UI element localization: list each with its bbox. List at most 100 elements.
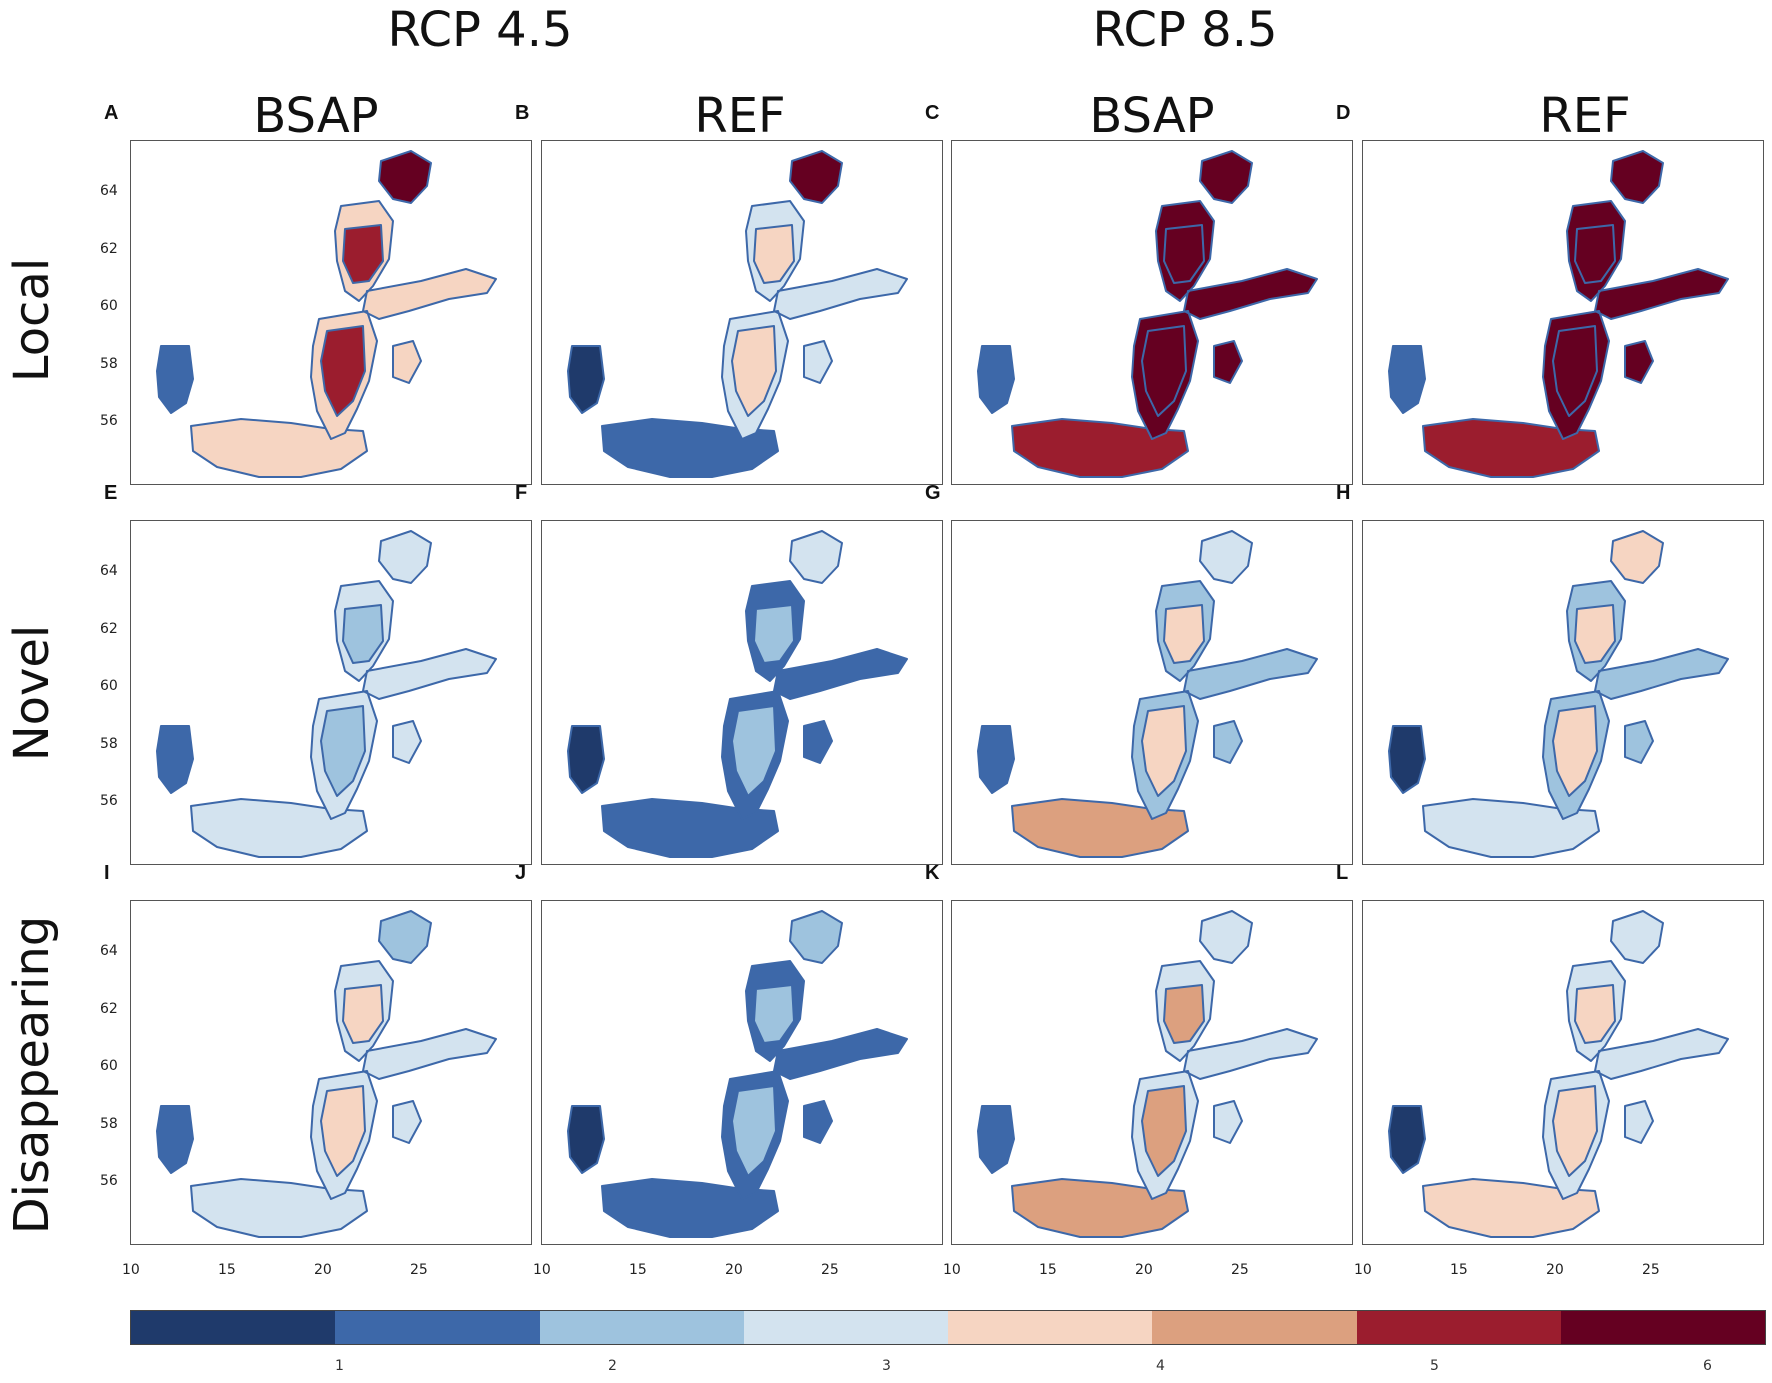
map-region-island xyxy=(392,340,422,384)
x-tick-label: 20 xyxy=(1135,1262,1153,1278)
baltic-sea-map xyxy=(567,530,908,858)
map-region-sea xyxy=(1141,224,1205,417)
map-region-kattegat xyxy=(156,725,194,794)
panel-letter-j: J xyxy=(515,862,527,884)
map-region-north xyxy=(1199,910,1253,964)
row-label-disappearing: Disappearing xyxy=(4,915,60,1235)
map-region-south xyxy=(1422,1178,1600,1238)
y-tick-label: 60 xyxy=(100,678,118,694)
x-tick-label: 15 xyxy=(1039,1262,1057,1278)
scenario-title-rcp45: RCP 4.5 xyxy=(387,2,573,58)
map-region-south xyxy=(1422,418,1600,478)
baltic-sea-map xyxy=(1388,530,1729,858)
map-panel-k xyxy=(951,900,1353,1245)
map-region-kattegat xyxy=(567,1105,605,1174)
map-panel-d xyxy=(1362,140,1764,485)
map-region-island xyxy=(1624,720,1654,764)
colorbar-swatch xyxy=(539,1311,744,1344)
map-region-north xyxy=(378,910,432,964)
colorbar-tick-label: 3 xyxy=(882,1358,891,1374)
map-region-south xyxy=(1011,798,1189,858)
row-label-novel: Novel xyxy=(4,624,60,762)
map-region-sea xyxy=(1552,604,1616,797)
map-panel-f xyxy=(541,520,943,865)
map-region-south xyxy=(601,418,779,478)
map-region-island xyxy=(1213,720,1243,764)
map-region-island xyxy=(803,1100,833,1144)
map-region-north xyxy=(1199,150,1253,204)
panel-letter-l: L xyxy=(1336,862,1349,884)
map-region-island xyxy=(1213,1100,1243,1144)
column-title-ref-85: REF xyxy=(1539,88,1631,144)
map-region-kattegat xyxy=(156,345,194,414)
map-region-island xyxy=(1624,340,1654,384)
y-tick-label: 60 xyxy=(100,1058,118,1074)
map-region-kattegat xyxy=(1388,345,1426,414)
map-panel-j xyxy=(541,900,943,1245)
colorbar-tick-label: 6 xyxy=(1703,1358,1712,1374)
map-panel-a xyxy=(130,140,532,485)
x-tick-label: 20 xyxy=(1546,1262,1564,1278)
x-tick-label: 10 xyxy=(943,1262,961,1278)
panel-letter-e: E xyxy=(104,482,118,504)
map-region-sea xyxy=(320,604,384,797)
baltic-sea-map xyxy=(977,910,1318,1238)
map-region-island xyxy=(803,720,833,764)
colorbar-swatch xyxy=(335,1311,540,1344)
map-region-island xyxy=(1624,1100,1654,1144)
map-region-sea xyxy=(731,984,795,1177)
map-region-north xyxy=(789,530,843,584)
x-tick-label: 15 xyxy=(1450,1262,1468,1278)
column-title-ref-45: REF xyxy=(694,88,786,144)
x-tick-label: 20 xyxy=(725,1262,743,1278)
y-tick-label: 60 xyxy=(100,298,118,314)
y-tick-label: 58 xyxy=(100,736,118,752)
panel-letter-d: D xyxy=(1336,102,1351,124)
y-tick-label: 62 xyxy=(100,241,118,257)
baltic-sea-map xyxy=(567,150,908,478)
baltic-sea-map xyxy=(977,530,1318,858)
map-region-kattegat xyxy=(977,725,1015,794)
y-tick-label: 62 xyxy=(100,1001,118,1017)
map-panel-b xyxy=(541,140,943,485)
colorbar-swatch xyxy=(1152,1311,1357,1344)
map-panel-c xyxy=(951,140,1353,485)
map-region-south xyxy=(1011,418,1189,478)
colorbar-swatch xyxy=(131,1311,336,1344)
baltic-sea-map xyxy=(567,910,908,1238)
y-tick-label: 64 xyxy=(100,183,118,199)
map-panel-e xyxy=(130,520,532,865)
map-panel-l xyxy=(1362,900,1764,1245)
panel-letter-a: A xyxy=(104,102,119,124)
map-region-south xyxy=(601,798,779,858)
map-region-kattegat xyxy=(567,725,605,794)
panel-letter-b: B xyxy=(515,102,530,124)
y-tick-label: 58 xyxy=(100,1116,118,1132)
panel-letter-c: C xyxy=(925,102,940,124)
y-tick-label: 58 xyxy=(100,356,118,372)
baltic-sea-map xyxy=(156,150,497,478)
x-tick-label: 25 xyxy=(821,1262,839,1278)
map-region-north xyxy=(1610,530,1664,584)
row-label-local: Local xyxy=(4,257,60,383)
y-tick-label: 56 xyxy=(100,793,118,809)
x-tick-label: 15 xyxy=(629,1262,647,1278)
map-region-sea xyxy=(1552,224,1616,417)
map-region-island xyxy=(803,340,833,384)
map-region-north xyxy=(789,150,843,204)
map-panel-i xyxy=(130,900,532,1245)
map-panel-h xyxy=(1362,520,1764,865)
map-region-island xyxy=(392,720,422,764)
baltic-sea-map xyxy=(977,150,1318,478)
colorbar-tick-label: 5 xyxy=(1430,1358,1439,1374)
x-tick-label: 10 xyxy=(1354,1262,1372,1278)
y-tick-label: 64 xyxy=(100,563,118,579)
map-region-south xyxy=(1422,798,1600,858)
colorbar-tick-label: 2 xyxy=(608,1358,617,1374)
map-panel-g xyxy=(951,520,1353,865)
colorbar-swatch xyxy=(1356,1311,1561,1344)
y-tick-label: 56 xyxy=(100,413,118,429)
map-region-island xyxy=(392,1100,422,1144)
colorbar-swatch xyxy=(1560,1311,1765,1344)
y-tick-label: 64 xyxy=(100,943,118,959)
